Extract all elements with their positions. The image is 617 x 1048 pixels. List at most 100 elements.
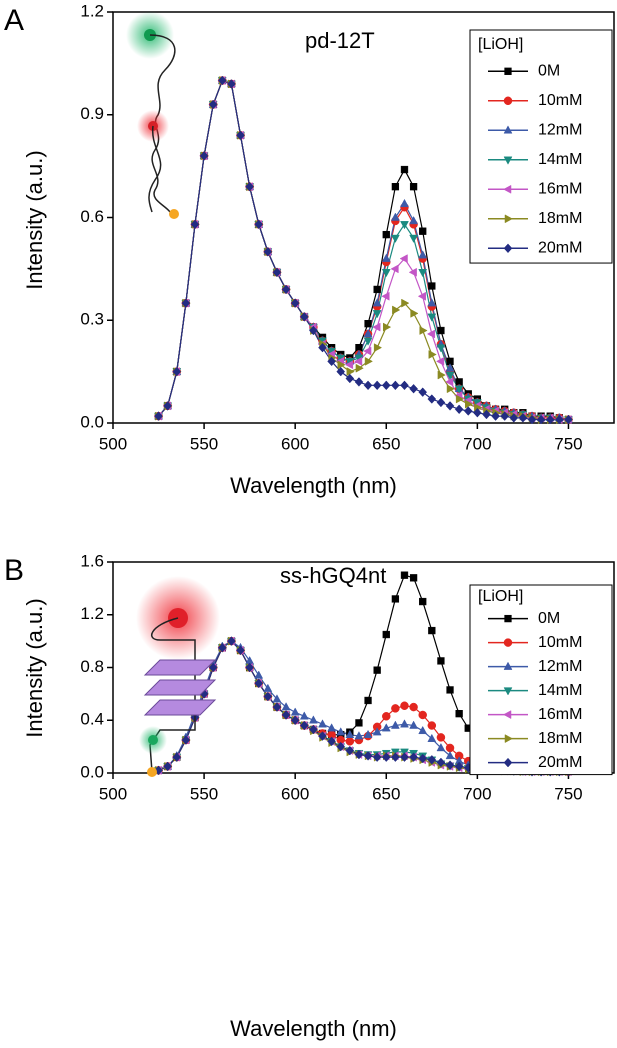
data-point xyxy=(336,727,346,736)
data-point xyxy=(454,385,464,394)
legend-label: 18mM xyxy=(538,210,582,227)
data-point xyxy=(163,761,172,772)
x-tick-label: 550 xyxy=(190,434,218,453)
legend-label: 16mM xyxy=(538,181,582,198)
y-axis-title: Intensity (a.u.) xyxy=(22,150,47,289)
data-point xyxy=(272,267,282,278)
data-point xyxy=(400,752,409,762)
data-point xyxy=(419,227,427,235)
y-axis-title: Intensity (a.u.) xyxy=(22,598,47,737)
data-point xyxy=(327,723,337,732)
data-point xyxy=(391,183,400,191)
data-point xyxy=(172,366,182,377)
data-point xyxy=(217,642,227,653)
data-point xyxy=(399,254,408,264)
legend-label: 20mM xyxy=(538,754,582,771)
data-point xyxy=(409,234,419,243)
legend-label: 10mM xyxy=(538,92,582,109)
data-point xyxy=(208,99,218,110)
legend-label: 12mM xyxy=(538,658,582,675)
data-point xyxy=(436,344,446,353)
data-point xyxy=(254,670,264,679)
data-point xyxy=(337,360,346,370)
data-point xyxy=(545,414,555,425)
data-point xyxy=(500,411,510,421)
chart-title: ss-hGQ4nt xyxy=(280,563,386,588)
data-point xyxy=(383,322,392,332)
data-point xyxy=(363,751,373,761)
data-point xyxy=(373,285,381,294)
data-point xyxy=(363,329,373,338)
x-tick-label: 500 xyxy=(99,784,127,803)
illustration-b xyxy=(136,576,220,777)
y-tick-label: 0.9 xyxy=(80,104,104,123)
data-point xyxy=(455,394,465,404)
data-point xyxy=(518,413,528,423)
data-point xyxy=(245,181,254,192)
y-tick-label: 0.6 xyxy=(80,207,104,226)
data-point xyxy=(437,326,445,335)
legend-marker xyxy=(503,243,513,254)
y-tick-label: 1.6 xyxy=(80,551,104,570)
data-point xyxy=(236,645,245,656)
x-tick-label: 650 xyxy=(372,784,400,803)
data-point xyxy=(163,401,172,411)
data-point xyxy=(455,710,463,718)
data-point xyxy=(355,719,363,727)
data-point xyxy=(263,691,273,702)
data-point xyxy=(536,414,546,425)
data-point xyxy=(454,404,464,415)
data-point xyxy=(409,702,418,712)
data-point xyxy=(345,737,355,746)
data-point xyxy=(363,346,372,356)
data-point xyxy=(154,411,163,421)
chart-title: pd-12T xyxy=(305,28,375,53)
data-point xyxy=(409,752,418,762)
data-point xyxy=(391,380,400,391)
data-point xyxy=(254,678,264,689)
legend-marker xyxy=(504,67,512,75)
data-point xyxy=(391,752,400,762)
data-point xyxy=(318,731,327,741)
data-point xyxy=(400,571,409,579)
data-point xyxy=(381,380,391,391)
data-point xyxy=(445,743,455,753)
data-point xyxy=(381,291,390,301)
data-point xyxy=(263,683,273,692)
data-point xyxy=(418,725,428,735)
x-tick-label: 750 xyxy=(554,434,582,453)
legend-marker xyxy=(503,757,513,768)
data-point xyxy=(381,253,391,262)
data-point xyxy=(344,360,354,370)
data-point xyxy=(437,370,446,380)
data-point xyxy=(372,752,382,762)
panel-label: B xyxy=(4,554,24,587)
series-line xyxy=(158,79,569,421)
data-point xyxy=(564,414,573,425)
data-point xyxy=(427,313,437,322)
data-point xyxy=(390,212,400,221)
data-point xyxy=(373,666,381,674)
legend-label: 20mM xyxy=(538,240,582,257)
legend-marker xyxy=(503,687,513,696)
data-point xyxy=(509,413,519,423)
data-point xyxy=(390,264,399,274)
data-point xyxy=(372,298,382,307)
y-tick-label: 1.2 xyxy=(80,604,104,623)
data-point xyxy=(400,719,409,728)
data-point xyxy=(427,733,437,742)
data-point xyxy=(308,715,318,724)
legend-label: 14mM xyxy=(538,151,582,168)
data-point xyxy=(363,337,373,346)
data-point xyxy=(245,662,254,673)
data-point xyxy=(181,298,191,308)
legend-marker xyxy=(503,156,513,165)
legend-marker xyxy=(503,184,512,194)
data-point xyxy=(428,626,436,635)
data-point xyxy=(199,151,209,161)
data-point xyxy=(491,411,500,421)
data-point xyxy=(318,719,327,728)
legend-label: 16mM xyxy=(538,706,582,723)
data-point xyxy=(181,735,191,745)
data-point xyxy=(400,165,409,174)
